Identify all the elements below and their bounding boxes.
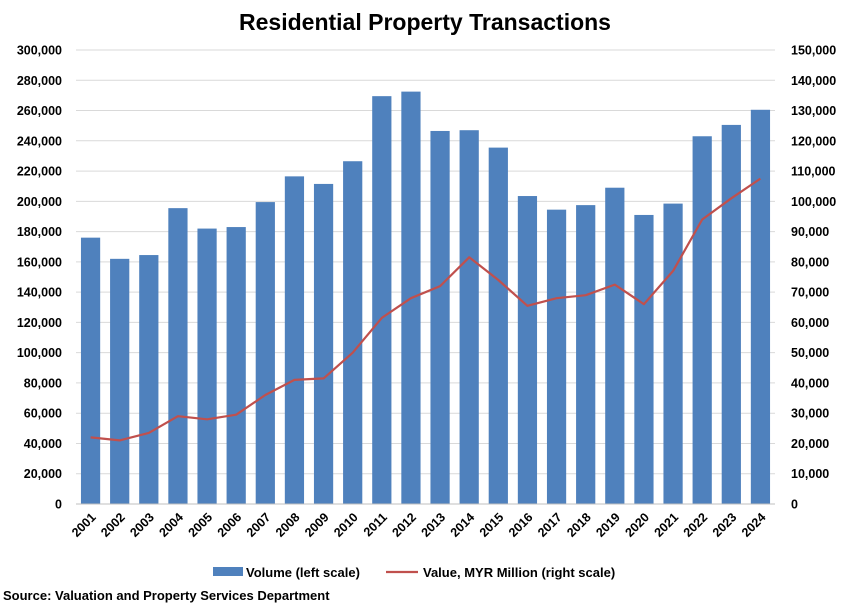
y-right-tick-label: 30,000 — [791, 407, 829, 421]
x-tick-label: 2021 — [652, 510, 682, 540]
x-tick-label: 2018 — [564, 510, 594, 540]
legend-label-volume: Volume (left scale) — [246, 565, 360, 580]
y-right-tick-label: 60,000 — [791, 316, 829, 330]
bar — [197, 228, 217, 504]
bar — [226, 227, 246, 504]
x-tick-label: 2017 — [535, 510, 565, 540]
y-right-tick-label: 20,000 — [791, 437, 829, 451]
x-tick-label: 2014 — [448, 510, 478, 540]
x-tick-label: 2003 — [127, 510, 157, 540]
bar — [372, 96, 392, 504]
y-left-tick-label: 140,000 — [17, 286, 62, 300]
x-tick-label: 2020 — [622, 510, 652, 540]
y-right-tick-label: 70,000 — [791, 286, 829, 300]
y-right-tick-label: 0 — [791, 498, 798, 512]
bar — [284, 176, 305, 504]
x-tick-label: 2007 — [244, 510, 274, 540]
y-left-tick-label: 60,000 — [24, 407, 62, 421]
x-tick-label: 2002 — [98, 510, 128, 540]
y-left-tick-label: 100,000 — [17, 346, 62, 360]
legend-label-value: Value, MYR Million (right scale) — [423, 565, 615, 580]
y-left-tick-label: 280,000 — [17, 74, 62, 88]
bar — [634, 214, 654, 504]
x-tick-label: 2023 — [710, 510, 740, 540]
x-tick-label: 2005 — [186, 510, 216, 540]
y-right-tick-label: 100,000 — [791, 195, 836, 209]
bar — [80, 237, 101, 505]
x-tick-label: 2012 — [389, 510, 419, 540]
y-right-tick-label: 40,000 — [791, 376, 829, 390]
bar — [663, 203, 683, 504]
bar — [139, 255, 159, 504]
y-right-tick-label: 50,000 — [791, 346, 829, 360]
x-tick-label: 2006 — [215, 510, 245, 540]
x-tick-label: 2011 — [361, 510, 390, 539]
bar — [546, 209, 567, 504]
bar — [605, 187, 625, 505]
bar — [343, 161, 363, 505]
y-left-tick-label: 260,000 — [17, 104, 62, 118]
x-tick-label: 2004 — [156, 510, 186, 540]
y-left-tick-label: 0 — [55, 498, 62, 512]
y-right-tick-label: 150,000 — [791, 44, 836, 58]
line-series-value — [90, 177, 762, 442]
y-left-tick-label: 220,000 — [17, 165, 62, 179]
x-tick-label: 2024 — [739, 510, 769, 540]
bar-series-volume — [80, 91, 771, 505]
y-left-tick-label: 20,000 — [24, 467, 62, 481]
y-left-tick-label: 240,000 — [17, 134, 62, 148]
gridlines — [76, 49, 775, 505]
y-left-tick-label: 300,000 — [17, 44, 62, 58]
y-right-tick-label: 120,000 — [791, 134, 836, 148]
bar — [255, 202, 275, 504]
x-tick-label: 2001 — [69, 510, 99, 540]
bar — [488, 147, 508, 505]
x-tick-label: 2010 — [331, 510, 361, 540]
y-right-tick-label: 110,000 — [791, 165, 836, 179]
y-left-tick-label: 160,000 — [17, 255, 62, 269]
x-tick-label: 2009 — [302, 510, 332, 540]
y-left-tick-label: 80,000 — [24, 376, 62, 390]
value-line — [90, 177, 762, 442]
y-right-tick-label: 90,000 — [791, 225, 829, 239]
bar — [576, 205, 596, 504]
y-left-tick-label: 180,000 — [17, 225, 62, 239]
y-right-tick-label: 140,000 — [791, 74, 836, 88]
legend: Volume (left scale) Value, MYR Million (r… — [213, 565, 615, 580]
chart-title: Residential Property Transactions — [239, 9, 611, 35]
x-tick-label: 2013 — [419, 510, 449, 540]
bar — [313, 183, 334, 504]
bar — [692, 136, 712, 504]
source-note: Source: Valuation and Property Services … — [3, 588, 330, 603]
bar — [721, 124, 741, 504]
x-tick-label: 2015 — [477, 510, 507, 540]
y-right-tick-label: 10,000 — [791, 467, 829, 481]
bar — [459, 130, 479, 504]
y-left-tick-label: 200,000 — [17, 195, 62, 209]
x-tick-label: 2019 — [593, 510, 623, 540]
y-left-tick-label: 120,000 — [17, 316, 62, 330]
y-right-tick-label: 80,000 — [791, 255, 829, 269]
x-tick-label: 2016 — [506, 510, 536, 540]
bar — [168, 208, 188, 505]
x-tick-label: 2008 — [273, 510, 303, 540]
y-right-tick-label: 130,000 — [791, 104, 836, 118]
bar — [750, 109, 771, 504]
bar — [110, 258, 130, 504]
bar — [517, 196, 538, 504]
legend-swatch-volume — [213, 567, 243, 576]
x-tick-label: 2022 — [681, 510, 711, 540]
bar — [430, 130, 450, 505]
y-left-tick-label: 40,000 — [24, 437, 62, 451]
